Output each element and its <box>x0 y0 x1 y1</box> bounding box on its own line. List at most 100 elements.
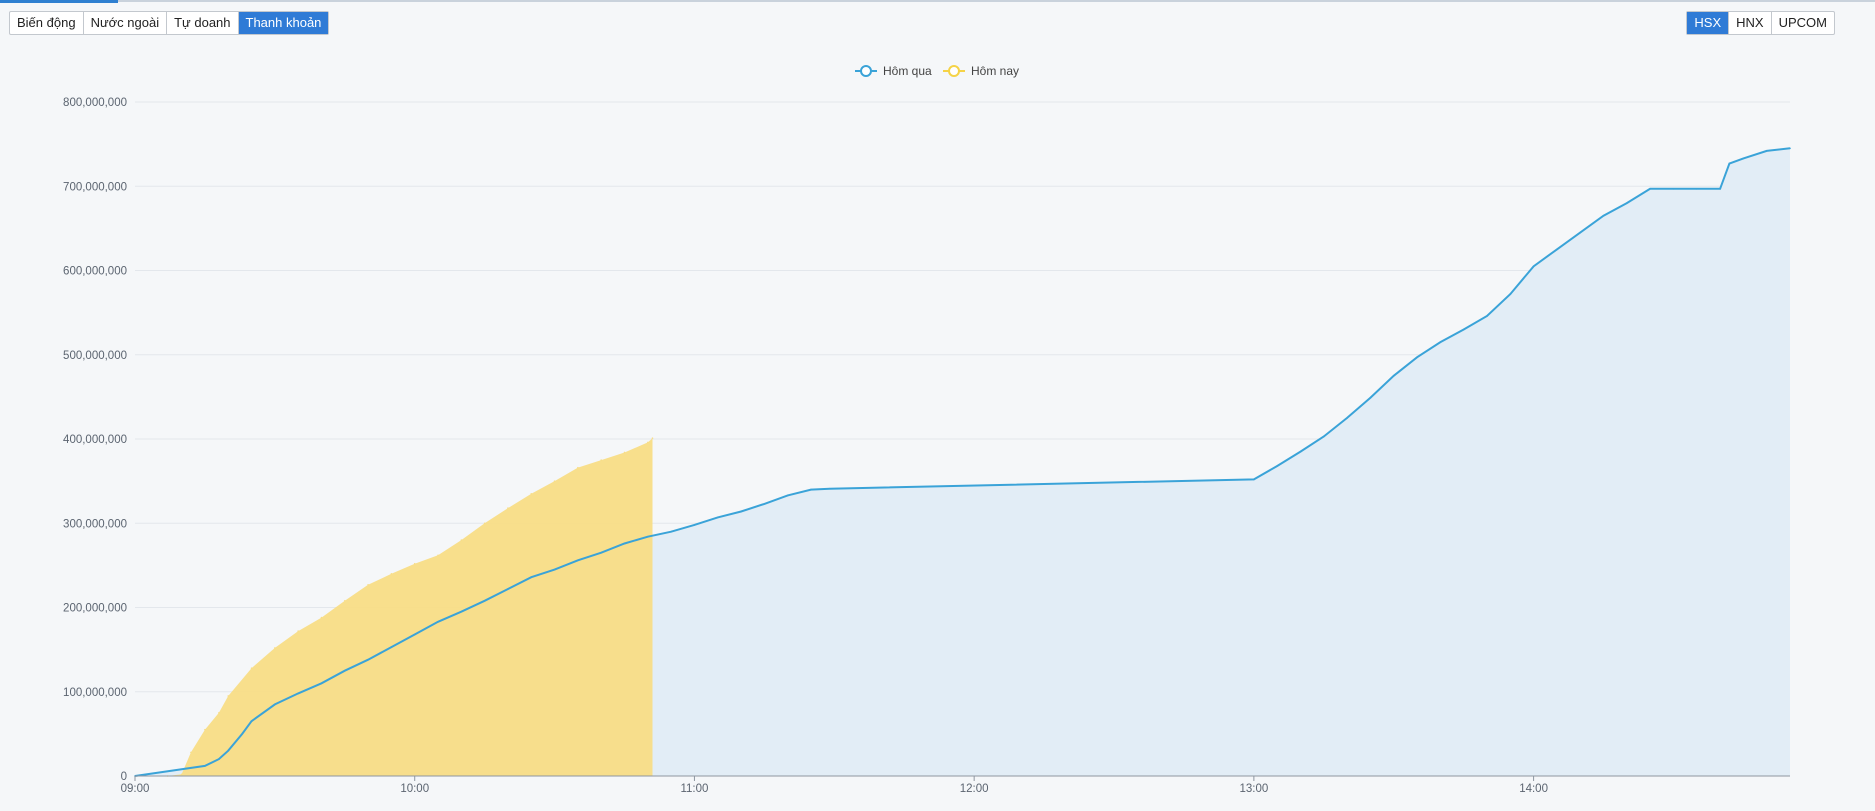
tab-nuoc-ngoai[interactable]: Nước ngoài <box>84 12 168 34</box>
point-hom-nay <box>250 667 253 669</box>
x-tick-label: 12:00 <box>960 783 989 795</box>
legend-marker-hom-nay <box>948 65 960 77</box>
point-hom-qua <box>320 682 323 685</box>
point-hom-qua <box>460 610 463 613</box>
point-hom-qua <box>1765 150 1768 152</box>
y-tick-label: 600,000,000 <box>63 266 127 278</box>
point-hom-nay <box>460 539 463 541</box>
point-hom-qua <box>810 488 812 491</box>
exchange-selector: HSX HNX UPCOM <box>1686 11 1835 35</box>
x-tick-label: 09:00 <box>121 783 150 795</box>
point-hom-qua <box>1719 187 1721 190</box>
point-hom-qua <box>1369 396 1372 399</box>
point-hom-qua <box>716 516 719 519</box>
point-hom-nay <box>274 647 276 649</box>
point-hom-nay <box>507 507 509 509</box>
point-hom-qua <box>1728 162 1731 165</box>
point-hom-qua <box>1556 248 1558 251</box>
point-hom-qua <box>740 510 742 513</box>
y-tick-label: 800,000,000 <box>63 97 127 109</box>
view-tabs: Biến động Nước ngoài Tự doanh Thanh khoả… <box>9 11 330 35</box>
legend: Hôm qua Hôm nay <box>855 64 1019 78</box>
point-hom-qua <box>1579 231 1582 234</box>
point-hom-qua <box>1509 293 1512 295</box>
exchange-hnx-button[interactable]: HNX <box>1729 12 1772 34</box>
point-hom-qua <box>647 535 649 538</box>
y-tick-label: 100,000,000 <box>63 687 127 699</box>
point-hom-qua <box>623 542 626 545</box>
point-hom-qua <box>1742 157 1745 160</box>
point-hom-qua <box>180 768 183 771</box>
point-hom-qua <box>1299 450 1302 453</box>
point-hom-nay <box>390 573 393 575</box>
point-hom-nay <box>600 459 602 461</box>
point-hom-qua <box>1462 328 1465 331</box>
point-hom-qua <box>1392 375 1395 377</box>
point-hom-nay <box>553 480 556 482</box>
point-hom-qua <box>483 599 486 602</box>
point-hom-qua <box>577 559 579 562</box>
point-hom-nay <box>651 437 654 439</box>
point-hom-qua <box>1649 187 1651 190</box>
y-tick-label: 500,000,000 <box>63 350 127 362</box>
exchange-upcom-button[interactable]: UPCOM <box>1778 15 1827 30</box>
legend-label-hom-qua: Hôm qua <box>883 64 932 78</box>
point-hom-qua <box>828 487 831 490</box>
point-hom-qua <box>1323 435 1325 438</box>
point-hom-nay <box>190 751 192 754</box>
point-hom-nay <box>227 695 230 697</box>
point-hom-nay <box>297 630 299 632</box>
point-hom-qua <box>367 658 369 661</box>
point-hom-qua <box>1346 417 1348 419</box>
point-hom-qua <box>507 588 509 590</box>
point-hom-nay <box>530 492 533 495</box>
top-border <box>0 0 1875 2</box>
tab-tu-doanh[interactable]: Tự doanh <box>167 12 239 34</box>
x-tick-label: 10:00 <box>400 783 429 795</box>
point-hom-qua <box>1789 147 1791 150</box>
x-tick-label: 11:00 <box>680 783 708 795</box>
point-hom-qua <box>274 703 276 706</box>
point-hom-nay <box>320 616 323 619</box>
tab-thanh-khoan[interactable]: Thanh khoản <box>238 12 329 34</box>
point-hom-qua <box>343 669 346 672</box>
series-areas <box>134 147 1791 777</box>
point-hom-qua <box>1253 478 1255 481</box>
point-hom-qua <box>530 576 533 578</box>
point-hom-nay <box>413 562 416 565</box>
point-hom-qua <box>600 551 602 554</box>
point-hom-qua <box>297 692 299 695</box>
legend-label-hom-nay: Hôm nay <box>971 64 1019 78</box>
point-hom-qua <box>1486 315 1488 317</box>
point-hom-qua <box>241 733 244 735</box>
point-hom-qua <box>204 765 206 767</box>
x-tick-label: 13:00 <box>1239 783 1268 795</box>
y-tick-label: 200,000,000 <box>63 603 127 615</box>
point-hom-qua <box>1532 265 1535 268</box>
point-hom-qua <box>437 621 439 623</box>
point-hom-qua <box>413 633 416 636</box>
point-hom-nay <box>204 728 206 731</box>
point-hom-nay <box>623 451 626 454</box>
tab-bien-dong[interactable]: Biến động <box>10 12 84 34</box>
axes: 0 100,000,000 200,000,000 300,000,000 400,00… <box>63 97 1790 795</box>
point-hom-nay <box>647 441 649 444</box>
point-hom-nay <box>367 583 369 586</box>
exchange-hsx-button[interactable]: HSX <box>1687 12 1730 34</box>
y-tick-label: 300,000,000 <box>63 518 127 530</box>
y-tick-label: 0 <box>121 771 127 783</box>
point-hom-qua <box>1416 356 1418 359</box>
point-hom-qua <box>218 758 220 760</box>
legend-item-hom-qua[interactable]: Hôm qua <box>855 64 932 78</box>
point-hom-qua <box>250 720 253 723</box>
point-hom-qua <box>670 530 672 533</box>
point-hom-nay <box>218 712 220 714</box>
point-hom-qua <box>1672 187 1675 190</box>
active-tab-indicator <box>0 0 118 3</box>
y-tick-label: 700,000,000 <box>63 181 127 193</box>
point-hom-nay <box>180 773 183 776</box>
legend-item-hom-nay[interactable]: Hôm nay <box>943 64 1019 78</box>
point-hom-nay <box>483 522 486 525</box>
point-hom-qua <box>1439 341 1442 343</box>
